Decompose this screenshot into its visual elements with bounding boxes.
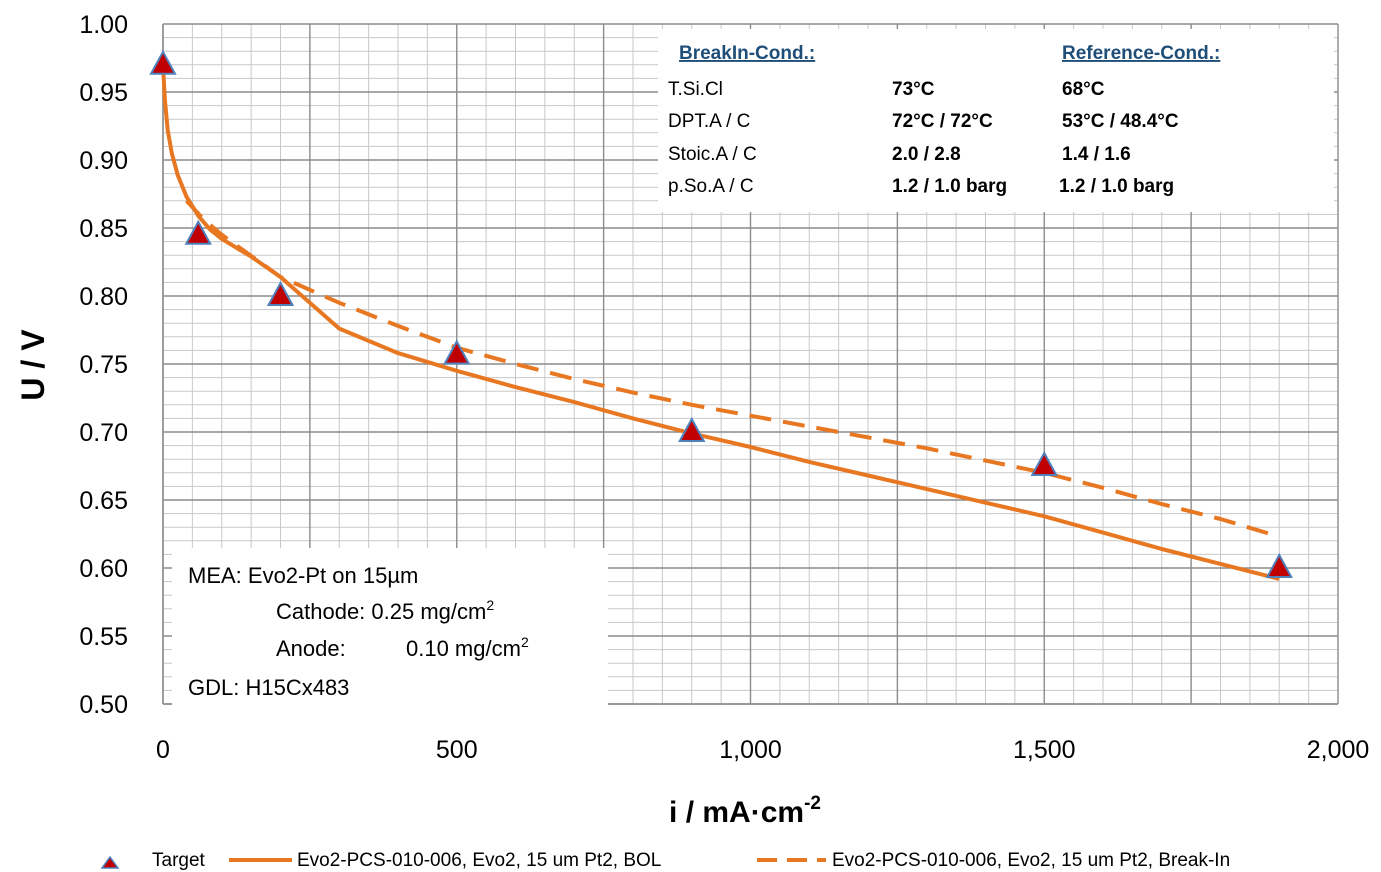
reference-header: Reference-Cond.: — [1062, 43, 1220, 64]
mea-anode-label: Anode: — [276, 636, 346, 661]
x-tick-labels: 0 500 1,000 1,500 2,000 — [156, 736, 1369, 764]
mea-cathode-sup: 2 — [486, 597, 494, 613]
cond-reference-2: 1.4 / 1.6 — [1062, 144, 1131, 165]
x-tick-label: 1,000 — [719, 736, 782, 764]
mea-cathode-text: Cathode: 0.25 mg/cm — [276, 599, 486, 624]
y-tick-label: 0.60 — [79, 555, 128, 583]
x-tick-label: 0 — [156, 736, 170, 764]
cond-label-2: Stoic.A / C — [668, 144, 757, 165]
mea-anode-text: 0.10 mg/cm — [406, 636, 521, 661]
mea-gdl: GDL: H15Cx483 — [188, 675, 349, 700]
cond-breakin-2: 2.0 / 2.8 — [892, 144, 961, 165]
target-marker — [678, 416, 706, 442]
legend: Target Evo2-PCS-010-006, Evo2, 15 um Pt2… — [100, 850, 1230, 871]
target-marker — [149, 49, 177, 75]
y-tick-label: 0.80 — [79, 283, 128, 311]
target-marker — [266, 280, 295, 306]
conditions-box-bg — [658, 29, 1334, 212]
y-tick-label: 0.65 — [79, 487, 128, 515]
y-tick-label: 1.00 — [79, 11, 128, 39]
x-axis-title: i / mA·cm-2 — [669, 793, 821, 829]
legend-target-marker — [100, 855, 120, 869]
x-axis-title-sup: -2 — [804, 793, 821, 814]
y-tick-labels: 0.50 0.55 0.60 0.65 0.70 0.75 0.80 0.85 0.90 0.95… — [79, 11, 128, 719]
series-bol-line — [161, 64, 1280, 581]
series-layer — [149, 49, 1293, 581]
legend-breakin-label: Evo2-PCS-010-006, Evo2, 15 um Pt2, Break… — [832, 850, 1230, 871]
target-marker — [184, 219, 212, 245]
cond-breakin-1: 72°C / 72°C — [892, 111, 993, 132]
y-tick-label: 0.85 — [79, 215, 128, 243]
cond-reference-3: 1.2 / 1.0 barg — [1059, 176, 1174, 197]
cond-breakin-3: 1.2 / 1.0 barg — [892, 176, 1007, 197]
mea-box-bg — [172, 548, 608, 710]
conditions-box: BreakIn-Cond.: Reference-Cond.: T.Si.Cl … — [658, 29, 1334, 212]
cond-breakin-0: 73°C — [892, 79, 935, 100]
y-tick-label: 0.90 — [79, 147, 128, 175]
target-marker — [1265, 552, 1293, 578]
cond-label-1: DPT.A / C — [668, 111, 750, 132]
x-axis-title-text: i / mA·cm — [669, 796, 804, 829]
cond-label-3: p.So.A / C — [668, 176, 754, 197]
y-tick-label: 0.75 — [79, 351, 128, 379]
legend-bol-label: Evo2-PCS-010-006, Evo2, 15 um Pt2, BOL — [297, 850, 661, 871]
mea-anode-sup: 2 — [521, 634, 529, 650]
cond-reference-1: 53°C / 48.4°C — [1062, 111, 1179, 132]
mea-box: MEA: Evo2-Pt on 15µm Cathode: 0.25 mg/cm… — [172, 548, 608, 710]
x-tick-label: 1,500 — [1013, 736, 1076, 764]
breakin-header: BreakIn-Cond.: — [679, 43, 815, 64]
y-tick-label: 0.95 — [79, 79, 128, 107]
mea-anode: 0.10 mg/cm2 — [406, 634, 529, 661]
series-breakin-line — [185, 199, 1280, 539]
x-tick-label: 2,000 — [1307, 736, 1370, 764]
cond-label-0: T.Si.Cl — [668, 79, 723, 100]
target-marker — [443, 339, 471, 365]
target-marker — [1030, 450, 1058, 476]
x-tick-label: 500 — [436, 736, 478, 764]
y-tick-label: 0.70 — [79, 419, 128, 447]
y-tick-label: 0.55 — [79, 623, 128, 651]
legend-target-label: Target — [152, 850, 206, 871]
mea-line: MEA: Evo2-Pt on 15µm — [188, 563, 418, 588]
y-tick-label: 0.50 — [79, 691, 128, 719]
cond-reference-0: 68°C — [1062, 79, 1105, 100]
mea-cathode: Cathode: 0.25 mg/cm2 — [276, 597, 494, 624]
y-axis-title: U / V — [15, 329, 51, 401]
